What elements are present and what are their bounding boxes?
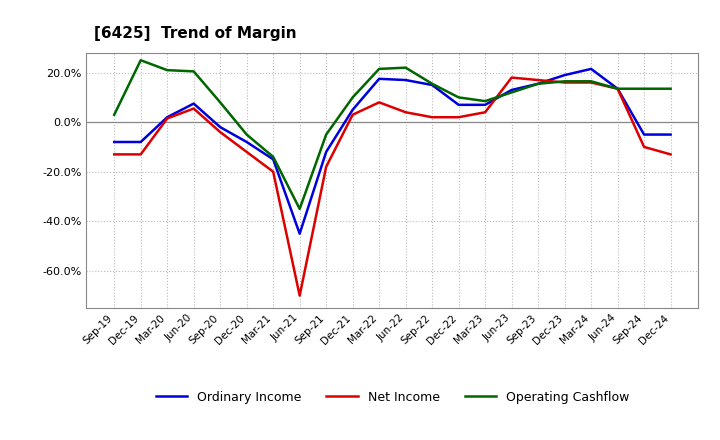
Ordinary Income [189, 101, 198, 106]
Operating Cashflow [613, 86, 622, 92]
Operating Cashflow [243, 132, 251, 137]
Ordinary Income [110, 139, 119, 145]
Ordinary Income [534, 81, 542, 86]
Ordinary Income [613, 86, 622, 92]
Operating Cashflow [428, 81, 436, 86]
Net Income [534, 77, 542, 83]
Ordinary Income [216, 125, 225, 130]
Ordinary Income [454, 102, 463, 107]
Operating Cashflow [640, 86, 649, 92]
Ordinary Income [428, 82, 436, 88]
Ordinary Income [560, 73, 569, 78]
Ordinary Income [163, 114, 171, 120]
Line: Operating Cashflow: Operating Cashflow [114, 60, 670, 209]
Operating Cashflow [136, 58, 145, 63]
Operating Cashflow [560, 79, 569, 84]
Net Income [613, 86, 622, 92]
Operating Cashflow [587, 79, 595, 84]
Line: Ordinary Income: Ordinary Income [114, 69, 670, 234]
Net Income [269, 169, 277, 174]
Net Income [560, 80, 569, 85]
Operating Cashflow [295, 206, 304, 212]
Operating Cashflow [375, 66, 384, 72]
Ordinary Income [481, 102, 490, 107]
Net Income [428, 114, 436, 120]
Net Income [216, 129, 225, 135]
Net Income [481, 110, 490, 115]
Net Income [508, 75, 516, 80]
Ordinary Income [243, 139, 251, 145]
Text: [6425]  Trend of Margin: [6425] Trend of Margin [94, 26, 296, 41]
Ordinary Income [587, 66, 595, 72]
Operating Cashflow [189, 69, 198, 74]
Net Income [110, 152, 119, 157]
Operating Cashflow [508, 90, 516, 95]
Net Income [136, 152, 145, 157]
Ordinary Income [295, 231, 304, 236]
Net Income [454, 114, 463, 120]
Line: Net Income: Net Income [114, 77, 670, 296]
Ordinary Income [322, 149, 330, 154]
Ordinary Income [508, 87, 516, 92]
Net Income [401, 110, 410, 115]
Operating Cashflow [110, 112, 119, 117]
Ordinary Income [375, 76, 384, 81]
Net Income [189, 106, 198, 111]
Operating Cashflow [216, 100, 225, 105]
Net Income [666, 152, 675, 157]
Net Income [295, 293, 304, 298]
Operating Cashflow [481, 99, 490, 104]
Legend: Ordinary Income, Net Income, Operating Cashflow: Ordinary Income, Net Income, Operating C… [150, 386, 634, 409]
Ordinary Income [640, 132, 649, 137]
Net Income [322, 164, 330, 169]
Ordinary Income [136, 139, 145, 145]
Operating Cashflow [534, 81, 542, 86]
Net Income [375, 100, 384, 105]
Operating Cashflow [322, 132, 330, 137]
Net Income [587, 80, 595, 85]
Ordinary Income [666, 132, 675, 137]
Ordinary Income [348, 107, 357, 113]
Net Income [163, 116, 171, 121]
Ordinary Income [269, 157, 277, 162]
Operating Cashflow [454, 95, 463, 100]
Net Income [640, 144, 649, 150]
Operating Cashflow [666, 86, 675, 92]
Operating Cashflow [163, 67, 171, 73]
Ordinary Income [401, 77, 410, 83]
Operating Cashflow [348, 95, 357, 100]
Operating Cashflow [401, 65, 410, 70]
Net Income [348, 112, 357, 117]
Net Income [243, 149, 251, 154]
Operating Cashflow [269, 154, 277, 160]
